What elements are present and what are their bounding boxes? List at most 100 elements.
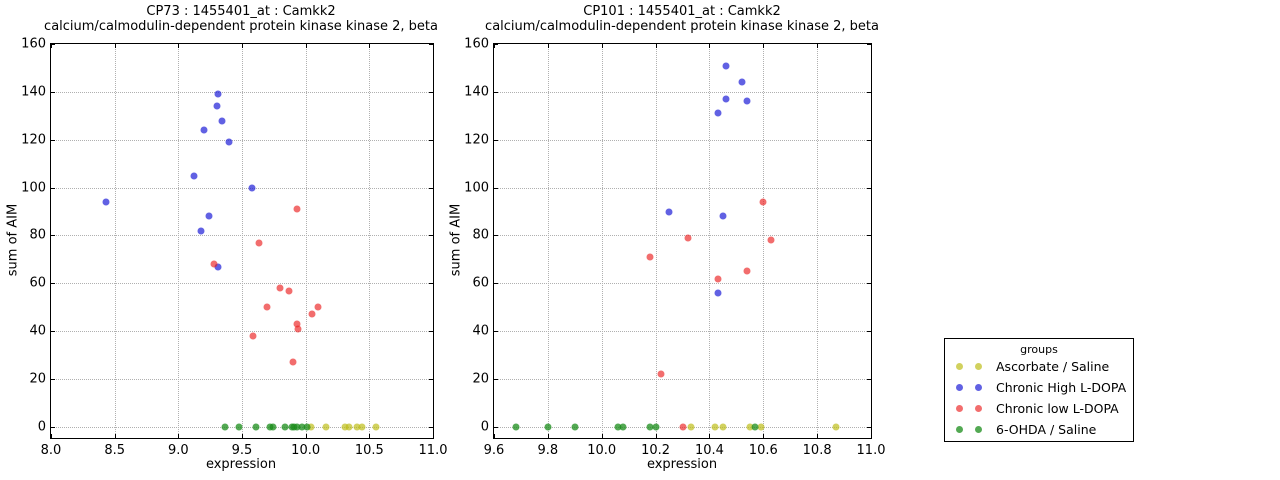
y-tick-mark (494, 235, 498, 237)
y-tick-mark (494, 379, 498, 381)
x-axis-label: expression (205, 457, 277, 472)
data-point (255, 239, 263, 247)
legend-marker-icon (956, 426, 963, 433)
data-point (679, 423, 686, 431)
x-tick-mark-top (178, 44, 180, 48)
x-tick-label: 8.0 (40, 443, 62, 458)
plot-title: CP101 : 1455401_at : Camkk2 (583, 4, 781, 19)
x-tick-mark (871, 434, 872, 438)
x-gridline (305, 44, 307, 438)
x-tick-label: 10.0 (587, 443, 617, 458)
y-tick-mark-right (429, 139, 433, 141)
y-tick-mark-right (867, 331, 871, 333)
y-tick-mark (494, 331, 498, 333)
y-tick-label: 100 (21, 180, 46, 196)
y-tick-label: 60 (472, 275, 489, 291)
y-tick-label: 140 (21, 84, 46, 100)
data-point (341, 423, 349, 431)
x-tick-mark (433, 434, 434, 438)
data-point (269, 423, 277, 431)
x-tick-label: 9.8 (537, 443, 559, 458)
x-tick-mark (178, 434, 180, 438)
data-point (235, 423, 243, 431)
legend-entry-label: 6-OHDA / Saline (996, 422, 1097, 437)
data-point (285, 287, 293, 295)
y-tick-label: 40 (472, 323, 489, 339)
legend-entry-label: Chronic low L-DOPA (996, 401, 1119, 416)
data-point (759, 198, 767, 206)
y-tick-mark (51, 139, 55, 141)
data-point (738, 78, 746, 86)
data-point (281, 423, 289, 431)
x-tick-mark-top (369, 44, 371, 48)
y-tick-mark (494, 426, 498, 428)
data-point (652, 423, 660, 431)
x-tick-label: 10.6 (748, 443, 778, 458)
x-gridline (369, 44, 371, 438)
data-point (214, 90, 222, 98)
data-point (322, 423, 330, 431)
y-tick-mark (51, 331, 55, 333)
data-point (249, 332, 257, 340)
data-point (711, 423, 719, 431)
legend-entry: 6-OHDA / Saline (945, 419, 1133, 440)
data-point (646, 423, 654, 431)
legend-entry: Ascorbate / Saline (945, 356, 1133, 377)
data-point (102, 198, 110, 206)
x-gridline (114, 44, 116, 438)
data-point (353, 423, 361, 431)
y-tick-mark-right (867, 235, 871, 237)
x-tick-mark (494, 434, 495, 438)
y-gridline (51, 331, 433, 333)
legend-marker-icon (956, 384, 963, 391)
y-tick-label: 0 (37, 419, 46, 435)
data-point (687, 423, 695, 431)
legend-entry: Chronic High L-DOPA (945, 377, 1133, 398)
y-tick-label: 80 (472, 227, 489, 243)
data-point (276, 284, 284, 292)
y-gridline (51, 187, 433, 189)
x-gridline (601, 44, 603, 438)
plot-title: CP73 : 1455401_at : Camkk2 (146, 4, 336, 19)
y-tick-mark-right (867, 139, 871, 141)
data-point (294, 325, 302, 333)
y-gridline (494, 187, 871, 189)
data-point (308, 310, 316, 318)
x-tick-mark (601, 434, 603, 438)
legend-marker-icon (975, 384, 982, 391)
y-tick-label: 140 (464, 84, 489, 100)
y-tick-mark (494, 283, 498, 285)
data-point (714, 275, 721, 283)
y-tick-mark-right (429, 283, 433, 285)
legend-title: groups (1020, 343, 1058, 356)
y-tick-label: 120 (21, 132, 46, 148)
x-tick-label: 10.0 (291, 443, 321, 458)
x-gridline (242, 44, 243, 438)
data-point (197, 227, 205, 235)
y-gridline (494, 139, 871, 141)
y-tick-label: 20 (29, 371, 46, 387)
y-tick-mark (51, 283, 55, 285)
data-point (358, 423, 366, 431)
x-tick-mark (305, 434, 307, 438)
y-tick-mark (51, 379, 55, 381)
x-tick-mark (114, 434, 116, 438)
data-point (722, 95, 730, 103)
data-point (751, 423, 759, 431)
data-point (743, 97, 751, 105)
data-point (512, 423, 520, 431)
x-gridline (817, 44, 819, 438)
x-tick-mark-top (494, 44, 495, 48)
data-point (714, 289, 721, 297)
y-tick-mark-right (429, 187, 433, 189)
y-tick-mark (494, 187, 498, 189)
data-point (214, 263, 222, 271)
x-gridline (655, 44, 657, 438)
x-tick-label: 9.0 (167, 443, 189, 458)
y-tick-mark (51, 235, 55, 237)
y-tick-label: 160 (21, 36, 46, 52)
x-tick-label: 10.2 (641, 443, 671, 458)
data-point (719, 423, 727, 431)
x-tick-mark-top (817, 44, 819, 48)
